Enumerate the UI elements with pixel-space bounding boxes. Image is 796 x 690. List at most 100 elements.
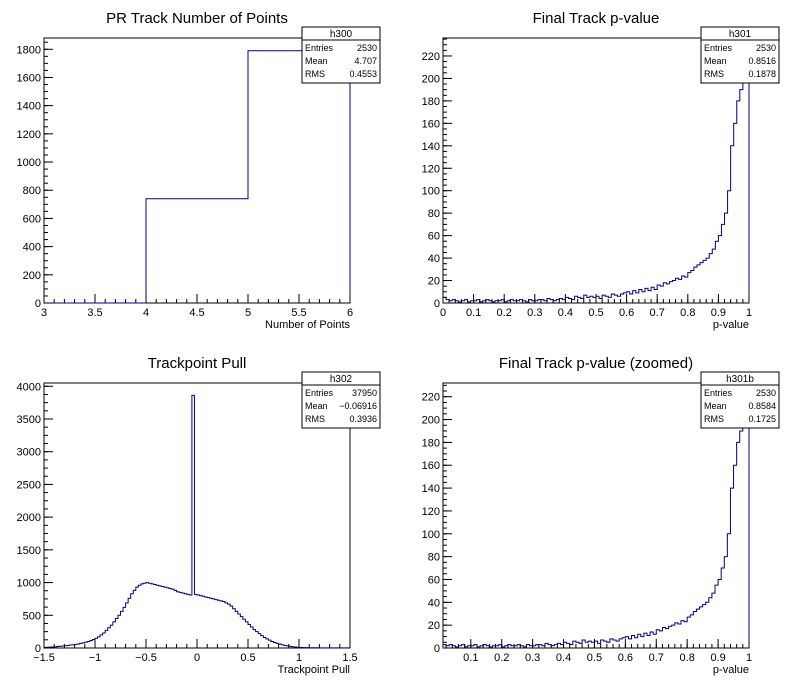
x-tick-label: 0.5	[588, 307, 603, 319]
x-tick-label: 0.8	[680, 307, 695, 319]
x-tick-label: 0.3	[525, 652, 540, 664]
x-tick-label: 0.9	[710, 652, 725, 664]
chart-title: Final Track p-value (zoomed)	[499, 355, 693, 372]
histogram-panel-2: Final Track p-value 0 0.1 0.2 0.3 0.4 0.5 0.6 0.…	[422, 10, 780, 331]
y-tick-label: 140	[422, 141, 440, 153]
y-tick-label: 1600	[17, 72, 41, 84]
y-tick-label: 600	[23, 213, 41, 225]
y-tick-label: 180	[422, 96, 440, 108]
x-tick-label: 0	[194, 652, 200, 664]
stats-box-frame	[700, 26, 780, 84]
y-tick-label: 500	[23, 610, 41, 622]
x-tick-label: 0.9	[711, 307, 726, 319]
stats-row-value: 2530	[756, 43, 776, 53]
stats-row-value: 37950	[352, 388, 377, 398]
stats-row-value: −0.06916	[339, 401, 377, 411]
y-tick-label: 3000	[17, 447, 41, 459]
stats-row-value: 0.3936	[349, 414, 377, 424]
x-axis-label: Number of Points	[265, 319, 350, 331]
x-tick-label: 0.7	[649, 652, 664, 664]
y-tick-label: 0	[434, 298, 440, 310]
x-tick-label: 6	[347, 307, 353, 319]
stats-box-name: h302	[330, 374, 353, 385]
y-tick-label: 1000	[17, 157, 41, 169]
x-tick-label: 0.7	[650, 307, 665, 319]
x-tick-label: 0.1	[466, 307, 481, 319]
y-tick-label: 1400	[17, 101, 41, 113]
y-tick-label: 1000	[17, 578, 41, 590]
histogram-panel-4: Final Track p-value (zoomed) 0.1 0.2 0.3 0.4…	[422, 355, 780, 676]
y-tick-label: 1200	[17, 129, 41, 141]
x-tick-label: 3.5	[87, 307, 102, 319]
y-tick-label: 160	[422, 460, 440, 472]
stats-row-value: 0.1878	[748, 69, 776, 79]
x-axis-label: Trackpoint Pull	[278, 664, 350, 676]
y-tick-label: 0	[434, 643, 440, 655]
stats-row-label: RMS	[704, 414, 724, 424]
histogram-series	[442, 401, 750, 648]
stats-row-label: Entries	[305, 43, 334, 53]
stats-row-label: Mean	[305, 401, 328, 411]
stats-row-label: Entries	[704, 388, 733, 398]
x-tick-label: −0.5	[135, 652, 157, 664]
y-tick-label: 40	[428, 253, 440, 265]
stats-row-label: Mean	[704, 401, 727, 411]
stats-box: h301b Entries 2530 Mean 0.8584 RMS 0.1725	[700, 371, 780, 429]
stats-row-value: 0.4553	[349, 69, 377, 79]
x-tick-label: 0.8	[680, 652, 695, 664]
y-tick-label: 2000	[17, 512, 41, 524]
stats-box-frame	[700, 371, 780, 429]
x-tick-label: 1	[746, 307, 752, 319]
x-tick-label: 0	[440, 307, 446, 319]
x-tick-label: 0.2	[494, 652, 509, 664]
histogram-panel-1: PR Track Number of Points 3 3.5 4 4.5 5 5.5 6 0 2…	[17, 10, 381, 331]
x-tick-label: 0.3	[527, 307, 542, 319]
y-tick-label: 80	[428, 552, 440, 564]
x-tick-label: 4	[143, 307, 149, 319]
y-tick-label: 140	[422, 483, 440, 495]
x-tick-label: −1	[89, 652, 102, 664]
y-tick-label: 20	[428, 276, 440, 288]
stats-box-frame	[301, 26, 381, 84]
y-tick-label: 60	[428, 231, 440, 243]
y-tick-label: 2500	[17, 479, 41, 491]
y-tick-label: 20	[428, 620, 440, 632]
y-tick-label: 0	[35, 643, 41, 655]
y-tick-label: 120	[422, 163, 440, 175]
x-tick-label: 0.5	[240, 652, 255, 664]
x-axis-label: p-value	[713, 664, 749, 676]
y-tick-label: 220	[422, 51, 440, 63]
stats-row-label: Entries	[704, 43, 733, 53]
stats-row-label: Entries	[305, 388, 334, 398]
stats-row-value: 0.8516	[748, 56, 776, 66]
chart-title: Trackpoint Pull	[148, 355, 247, 372]
y-tick-label: 3500	[17, 414, 41, 426]
y-tick-label: 4000	[17, 381, 41, 393]
stats-row-value: 0.1725	[748, 414, 776, 424]
x-tick-label: 0.6	[618, 652, 633, 664]
x-tick-label: 4.5	[189, 307, 204, 319]
x-tick-label: 1.5	[342, 652, 357, 664]
stats-row-label: RMS	[305, 414, 325, 424]
y-tick-label: 180	[422, 437, 440, 449]
y-tick-label: 80	[428, 208, 440, 220]
stats-row-value: 2530	[756, 388, 776, 398]
y-tick-label: 200	[422, 73, 440, 85]
y-tick-label: 200	[422, 415, 440, 427]
stats-row-label: RMS	[305, 69, 325, 79]
stats-box-name: h301	[729, 29, 752, 40]
x-tick-label: 1	[746, 652, 752, 664]
chart-title: Final Track p-value	[533, 10, 660, 27]
histogram-series	[44, 50, 351, 304]
chart-title: PR Track Number of Points	[106, 10, 288, 27]
stats-row-label: Mean	[704, 56, 727, 66]
y-tick-label: 400	[23, 242, 41, 254]
y-tick-label: 40	[428, 597, 440, 609]
histogram-series	[43, 394, 351, 649]
x-tick-label: 5.5	[291, 307, 306, 319]
x-tick-label: 0.4	[558, 307, 573, 319]
stats-box-name: h300	[330, 29, 353, 40]
x-tick-label: 0.5	[587, 652, 602, 664]
x-tick-label: −1.5	[33, 652, 55, 664]
